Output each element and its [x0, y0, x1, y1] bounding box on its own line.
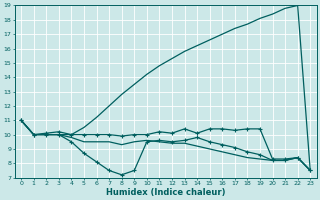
- X-axis label: Humidex (Indice chaleur): Humidex (Indice chaleur): [106, 188, 225, 197]
